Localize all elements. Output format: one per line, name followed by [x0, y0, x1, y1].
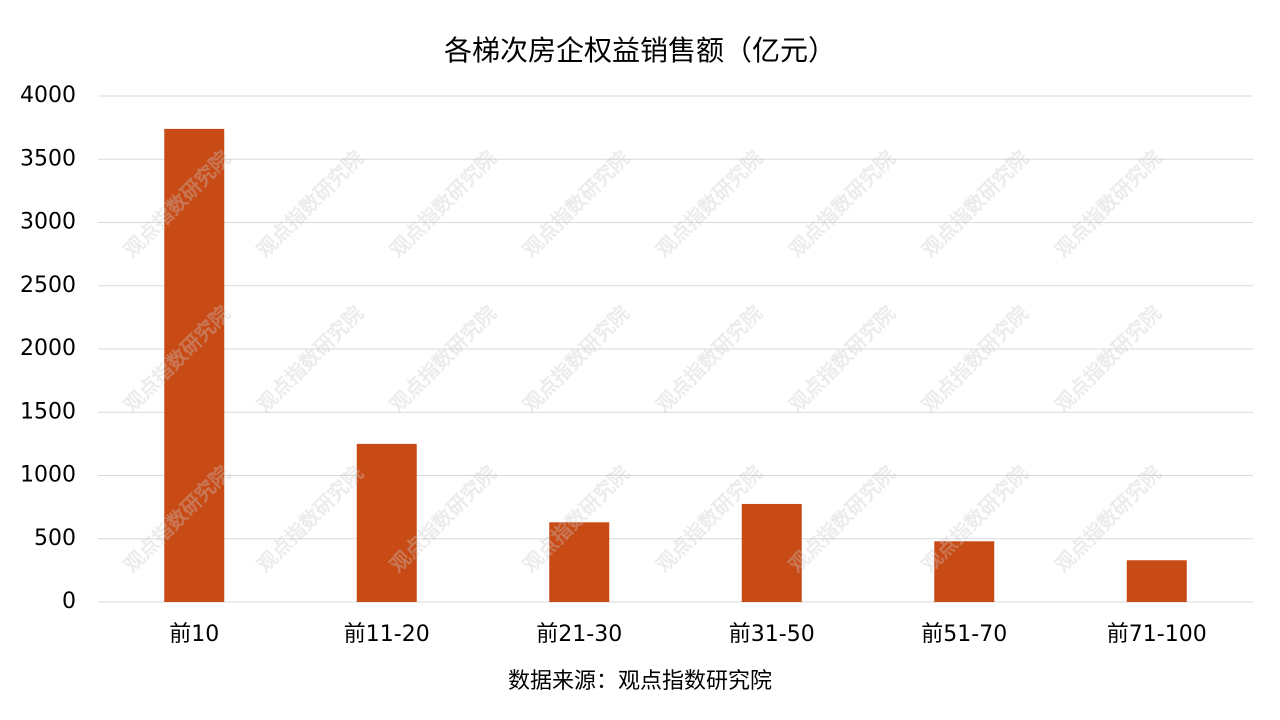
watermark: 观点指数研究院	[651, 146, 767, 262]
watermark: 观点指数研究院	[917, 301, 1033, 417]
watermark: 观点指数研究院	[252, 461, 368, 577]
watermark: 观点指数研究院	[252, 301, 368, 417]
x-tick-label: 前11-20	[344, 622, 430, 647]
x-tick-label: 前21-30	[536, 622, 622, 647]
watermark: 观点指数研究院	[385, 146, 501, 262]
y-tick-label: 2000	[20, 336, 76, 361]
y-tick-label: 0	[62, 589, 76, 614]
watermark: 观点指数研究院	[1050, 146, 1166, 262]
source-note: 数据来源：观点指数研究院	[508, 669, 772, 694]
x-tick-label: 前31-50	[729, 622, 815, 647]
x-tick-label: 前51-70	[921, 622, 1007, 647]
bar	[1126, 560, 1187, 602]
watermark: 观点指数研究院	[385, 301, 501, 417]
watermark: 观点指数研究院	[651, 301, 767, 417]
x-tick-label: 前10	[169, 622, 219, 647]
bar	[934, 541, 995, 602]
watermark: 观点指数研究院	[252, 146, 368, 262]
y-tick-label: 1000	[20, 463, 76, 488]
y-tick-label: 2500	[20, 273, 76, 298]
bar	[741, 503, 802, 602]
y-tick-label: 500	[34, 526, 76, 551]
watermark: 观点指数研究院	[518, 301, 634, 417]
bar	[549, 522, 610, 602]
bar	[164, 128, 225, 602]
chart-title: 各梯次房企权益销售额（亿元）	[444, 34, 836, 67]
watermark: 观点指数研究院	[1050, 301, 1166, 417]
y-tick-label: 1500	[20, 399, 76, 424]
watermark: 观点指数研究院	[917, 146, 1033, 262]
x-tick-label: 前71-100	[1107, 622, 1207, 647]
y-tick-label: 3500	[20, 146, 76, 171]
watermark: 观点指数研究院	[784, 301, 900, 417]
bar	[356, 443, 417, 602]
watermark: 观点指数研究院	[518, 146, 634, 262]
y-tick-label: 4000	[20, 83, 76, 108]
watermark: 观点指数研究院	[1050, 461, 1166, 577]
watermark: 观点指数研究院	[784, 146, 900, 262]
y-tick-label: 3000	[20, 210, 76, 235]
